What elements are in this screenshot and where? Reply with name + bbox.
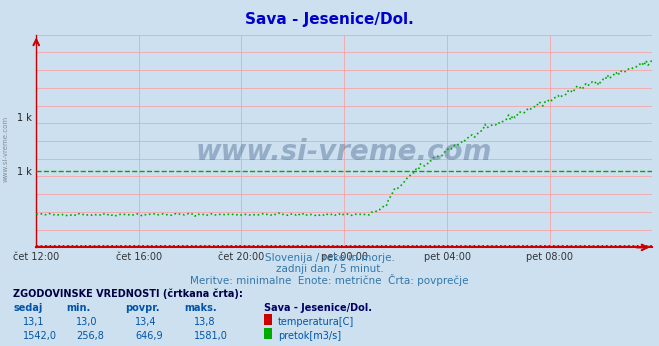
Text: maks.: maks. — [185, 303, 217, 313]
Text: Sava - Jesenice/Dol.: Sava - Jesenice/Dol. — [245, 12, 414, 27]
Text: temperatura[C]: temperatura[C] — [278, 317, 355, 327]
Text: 1581,0: 1581,0 — [194, 331, 228, 341]
Text: 13,1: 13,1 — [23, 317, 45, 327]
Text: 13,0: 13,0 — [76, 317, 98, 327]
Text: povpr.: povpr. — [125, 303, 159, 313]
Text: www.si-vreme.com: www.si-vreme.com — [196, 138, 492, 166]
Text: 256,8: 256,8 — [76, 331, 103, 341]
Text: zadnji dan / 5 minut.: zadnji dan / 5 minut. — [275, 264, 384, 274]
Text: ZGODOVINSKE VREDNOSTI (črtkana črta):: ZGODOVINSKE VREDNOSTI (črtkana črta): — [13, 289, 243, 299]
Text: Slovenija / reke in morje.: Slovenija / reke in morje. — [264, 253, 395, 263]
Text: www.si-vreme.com: www.si-vreme.com — [2, 116, 9, 182]
Text: 13,8: 13,8 — [194, 317, 216, 327]
Text: sedaj: sedaj — [13, 303, 43, 313]
Text: Sava - Jesenice/Dol.: Sava - Jesenice/Dol. — [264, 303, 372, 313]
Text: 1542,0: 1542,0 — [23, 331, 57, 341]
Text: pretok[m3/s]: pretok[m3/s] — [278, 331, 341, 341]
Text: 13,4: 13,4 — [135, 317, 157, 327]
Text: Meritve: minimalne  Enote: metrične  Črta: povprečje: Meritve: minimalne Enote: metrične Črta:… — [190, 274, 469, 286]
Text: 646,9: 646,9 — [135, 331, 163, 341]
Text: min.: min. — [66, 303, 90, 313]
